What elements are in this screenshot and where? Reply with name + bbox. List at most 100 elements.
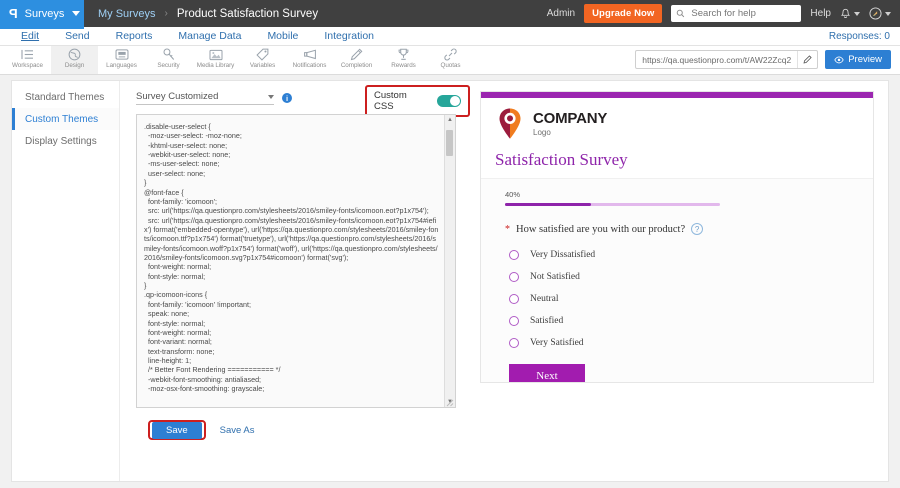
pencil-icon <box>350 48 363 61</box>
megaphone-icon <box>303 48 317 61</box>
toolbar-label: Rewards <box>391 62 416 69</box>
radio-button-icon[interactable] <box>509 338 519 348</box>
option-label: Very Satisfied <box>530 338 584 348</box>
main-content: Standard Themes Custom Themes Display Se… <box>0 75 900 488</box>
save-actions: Save Save As <box>136 420 456 440</box>
nav-item-reports[interactable]: Reports <box>115 30 153 42</box>
toolbar-item-media-library[interactable]: Media Library <box>192 46 239 74</box>
option-very-satisfied[interactable]: Very Satisfied <box>505 332 849 354</box>
option-neutral[interactable]: Neutral <box>505 288 849 310</box>
tag-icon <box>256 48 269 61</box>
company-logo-text-block: COMPANY Logo <box>533 111 607 137</box>
nav-items: Edit Send Reports Manage Data Mobile Int… <box>0 30 829 42</box>
nav-item-edit[interactable]: Edit <box>21 30 40 42</box>
preview-label: Preview <box>848 54 882 65</box>
top-bar: P Surveys My Surveys › Product Satisfact… <box>0 0 900 27</box>
toolbar-label: Completion <box>340 62 373 69</box>
edit-url-button[interactable] <box>797 51 817 68</box>
survey-accent-bar <box>481 92 873 98</box>
trophy-icon <box>397 48 410 61</box>
sidebar-item-display-settings[interactable]: Display Settings <box>25 135 97 147</box>
radio-button-icon[interactable] <box>509 272 519 282</box>
chevron-down-icon[interactable]: ▼ <box>447 399 453 405</box>
account-menu[interactable] <box>869 7 891 20</box>
css-editor-scrollbar[interactable]: ▲ ▼ <box>444 115 455 407</box>
globe-icon <box>68 48 81 61</box>
toolbar-item-languages[interactable]: Languages <box>98 46 145 74</box>
notifications-menu[interactable] <box>840 8 860 20</box>
toggle-knob <box>450 96 460 106</box>
option-not-satisfied[interactable]: Not Satisfied <box>505 266 849 288</box>
survey-body: COMPANY Logo Satisfaction Survey 40% * H… <box>481 98 873 382</box>
pencil-icon <box>803 55 812 64</box>
next-button[interactable]: Next <box>509 364 585 382</box>
question-text: How satisfied are you with our product? <box>516 223 686 235</box>
company-pin-logo-icon <box>499 108 521 139</box>
option-satisfied[interactable]: Satisfied <box>505 310 849 332</box>
breadcrumb: My Surveys › Product Satisfaction Survey <box>84 0 547 27</box>
save-as-link[interactable]: Save As <box>219 424 255 436</box>
toolbar-item-rewards[interactable]: Rewards <box>380 46 427 74</box>
theme-select[interactable]: Survey Customized <box>136 91 274 105</box>
toolbar-label: Languages <box>106 62 137 69</box>
survey-preview-card: COMPANY Logo Satisfaction Survey 40% * H… <box>480 91 874 383</box>
option-label: Very Dissatisfied <box>530 250 596 260</box>
breadcrumb-separator-icon: › <box>164 8 168 19</box>
answer-options: Very Dissatisfied Not Satisfied Neutral <box>505 244 849 354</box>
sidebar-item-custom-themes[interactable]: Custom Themes <box>12 108 119 130</box>
nav-item-manage-data[interactable]: Manage Data <box>178 30 242 42</box>
theme-select-row: Survey Customized i <box>136 91 456 105</box>
chevron-up-icon[interactable]: ▲ <box>447 117 453 123</box>
toolbar-right-actions: https://qa.questionpro.com/t/AW22Zcq2 Pr… <box>635 46 900 69</box>
survey-url-box[interactable]: https://qa.questionpro.com/t/AW22Zcq2 <box>635 50 819 69</box>
toolbar-item-variables[interactable]: Variables <box>239 46 286 74</box>
toolbar-item-completion[interactable]: Completion <box>333 46 380 74</box>
company-name: COMPANY <box>533 110 608 127</box>
required-marker: * <box>505 223 510 235</box>
lock-icon <box>163 48 175 61</box>
chevron-down-icon <box>72 11 81 16</box>
admin-link[interactable]: Admin <box>546 8 576 19</box>
nav-item-integration[interactable]: Integration <box>324 30 374 42</box>
upgrade-now-button[interactable]: Upgrade Now <box>584 4 663 23</box>
question-mark-icon[interactable]: ? <box>691 223 704 235</box>
radio-button-icon[interactable] <box>509 250 519 260</box>
company-logo: COMPANY Logo <box>495 107 859 141</box>
toolbar-label: Notifications <box>292 62 327 69</box>
image-icon <box>208 48 223 61</box>
custom-css-toggle[interactable] <box>436 95 461 107</box>
info-icon[interactable]: i <box>282 93 292 103</box>
preview-button[interactable]: Preview <box>825 50 891 69</box>
help-link[interactable]: Help <box>810 8 831 19</box>
bell-icon <box>840 8 851 18</box>
radio-button-icon[interactable] <box>509 316 519 326</box>
survey-url-text: https://qa.questionpro.com/t/AW22Zcq2 <box>642 54 792 65</box>
css-editor-column: Survey Customized i Custom CSS .disable-… <box>120 81 470 481</box>
breadcrumb-my-surveys[interactable]: My Surveys <box>98 7 156 20</box>
progress-bar-fill <box>505 203 591 206</box>
css-code-editor[interactable]: .disable-user-select { -moz-user-select:… <box>136 114 456 408</box>
nav-item-mobile[interactable]: Mobile <box>267 30 299 42</box>
questionpro-p-icon: P <box>9 6 18 21</box>
chevron-down-icon <box>268 95 274 99</box>
toolbar-item-design[interactable]: Design <box>51 46 98 74</box>
search-icon <box>677 9 685 18</box>
custom-css-toggle-group[interactable]: Custom CSS <box>365 85 470 117</box>
toolbar-item-workspace[interactable]: Workspace <box>4 46 51 74</box>
help-search-box[interactable] <box>671 5 802 22</box>
sidebar-item-standard-themes[interactable]: Standard Themes <box>25 91 105 103</box>
css-code-text[interactable]: .disable-user-select { -moz-user-select:… <box>144 122 439 394</box>
survey-question-area: 40% * How satisfied are you with our pro… <box>481 178 873 382</box>
toolbar-item-quotas[interactable]: Quotas <box>427 46 474 74</box>
option-very-dissatisfied[interactable]: Very Dissatisfied <box>505 244 849 266</box>
toolbar-item-security[interactable]: Security <box>145 46 192 74</box>
save-button[interactable]: Save <box>152 422 202 439</box>
toolbar-item-notifications[interactable]: Notifications <box>286 46 333 74</box>
toolbar-label: Media Library <box>196 62 235 69</box>
nav-item-send[interactable]: Send <box>65 30 90 42</box>
search-input[interactable] <box>689 7 797 20</box>
resize-grip-icon[interactable] <box>446 398 454 407</box>
brand-surveys-dropdown[interactable]: P Surveys <box>0 0 84 27</box>
radio-button-icon[interactable] <box>509 294 519 304</box>
scrollbar-thumb[interactable] <box>446 130 453 156</box>
